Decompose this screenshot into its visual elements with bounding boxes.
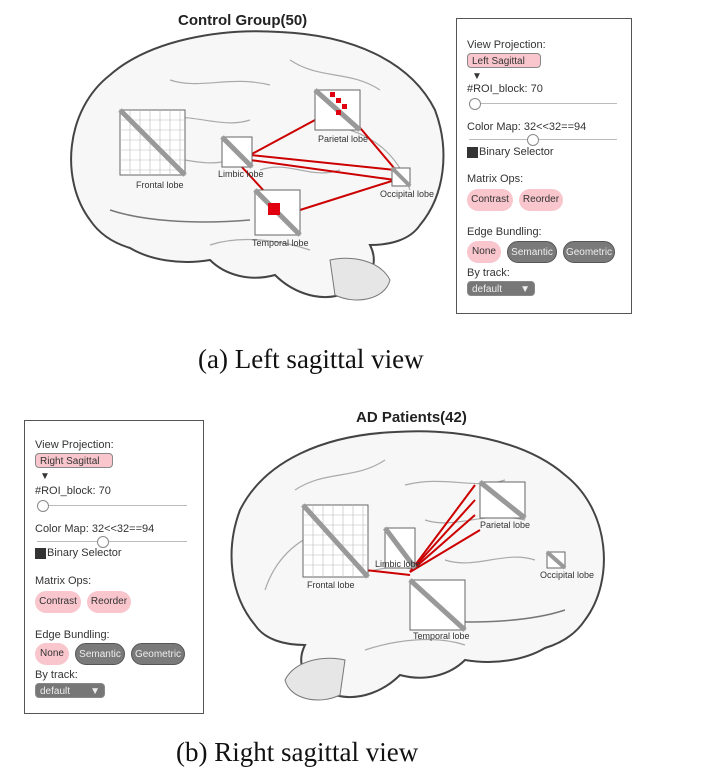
top-occipital-matrix[interactable]: [390, 166, 412, 188]
top-caption: (a) Left sagittal view: [198, 344, 424, 374]
top-geometric-button[interactable]: Geometric: [563, 241, 615, 263]
top-by-track-label: By track:: [467, 267, 510, 279]
top-brain-view: Frontal lobe Limbic lobe Parietal lobe T…: [50, 20, 450, 320]
bottom-semantic-button[interactable]: Semantic: [75, 643, 125, 665]
bottom-by-track-select[interactable]: default ▼: [35, 683, 105, 698]
top-label-temporal: Temporal lobe: [252, 238, 309, 248]
bottom-control-panel: View Projection: Right Sagittal ▼ #ROI_b…: [24, 420, 204, 714]
bottom-color-map-label: Color Map: 32<<32==94: [35, 523, 155, 535]
bottom-by-track-value: default: [40, 686, 71, 697]
top-contrast-button[interactable]: Contrast: [467, 189, 513, 211]
top-color-map-label: Color Map: 32<<32==94: [467, 121, 587, 133]
bottom-label-occipital: Occipital lobe: [540, 570, 594, 580]
chevron-down-icon: ▼: [520, 284, 530, 295]
bottom-limbic-matrix[interactable]: [383, 526, 417, 570]
top-semantic-button[interactable]: Semantic: [507, 241, 557, 263]
top-view-projection-label: View Projection:: [467, 39, 546, 51]
top-roi-block-slider[interactable]: [469, 98, 617, 110]
top-limbic-matrix[interactable]: [220, 135, 254, 169]
chevron-down-icon: ▼: [472, 71, 482, 82]
bottom-reorder-button[interactable]: Reorder: [87, 591, 131, 613]
top-color-map-slider[interactable]: [469, 134, 617, 146]
top-edge-bundling-label: Edge Bundling:: [467, 226, 542, 238]
top-by-track-value: default: [472, 284, 503, 295]
top-roi-block-knob[interactable]: [469, 98, 481, 110]
top-binary-selector-checkbox[interactable]: [467, 147, 478, 158]
bottom-view-projection-label: View Projection:: [35, 439, 114, 451]
top-roi-block-label: #ROI_block: 70: [467, 83, 543, 95]
top-label-parietal: Parietal lobe: [318, 134, 368, 144]
bottom-matrix-ops-label: Matrix Ops:: [35, 575, 92, 587]
bottom-binary-selector-checkbox[interactable]: [35, 548, 46, 559]
bottom-roi-block-label: #ROI_block: 70: [35, 485, 111, 497]
top-color-map-knob[interactable]: [527, 134, 539, 146]
top-reorder-button[interactable]: Reorder: [519, 189, 563, 211]
bottom-label-parietal: Parietal lobe: [480, 520, 530, 530]
top-view-projection-value: Left Sagittal: [472, 56, 525, 67]
bottom-contrast-button[interactable]: Contrast: [35, 591, 81, 613]
bottom-frontal-matrix[interactable]: [301, 503, 370, 579]
bottom-label-temporal: Temporal lobe: [413, 631, 470, 641]
bottom-edge-bundling-label: Edge Bundling:: [35, 629, 110, 641]
bottom-brain-view: Frontal lobe Limbic lobe Parietal lobe T…: [225, 420, 625, 720]
bottom-occipital-matrix[interactable]: [545, 550, 567, 570]
bottom-parietal-matrix[interactable]: [478, 480, 527, 520]
chevron-down-icon: ▼: [40, 471, 50, 482]
top-label-limbic: Limbic lobe: [218, 169, 264, 179]
bottom-view-projection-select[interactable]: Right Sagittal ▼: [35, 453, 113, 482]
bottom-color-map-knob[interactable]: [97, 536, 109, 548]
bottom-roi-block-slider[interactable]: [37, 500, 187, 512]
top-none-button[interactable]: None: [467, 241, 501, 263]
top-control-panel: View Projection: Left Sagittal ▼ #ROI_bl…: [456, 18, 632, 314]
bottom-geometric-button[interactable]: Geometric: [131, 643, 185, 665]
bottom-brain-svg: Frontal lobe Limbic lobe Parietal lobe T…: [230, 430, 605, 701]
bottom-temporal-matrix[interactable]: [408, 578, 467, 632]
top-by-track-select[interactable]: default ▼: [467, 281, 535, 296]
bottom-color-map-slider[interactable]: [37, 536, 187, 548]
bottom-binary-selector-label: Binary Selector: [47, 547, 122, 559]
top-brain-title: Control Group(50): [178, 12, 308, 29]
bottom-label-frontal: Frontal lobe: [307, 580, 355, 590]
top-label-occipital: Occipital lobe: [380, 189, 434, 199]
bottom-by-track-label: By track:: [35, 669, 78, 681]
top-view-projection-select[interactable]: Left Sagittal ▼: [467, 53, 541, 82]
bottom-label-limbic: Limbic lobe: [375, 559, 421, 569]
top-label-frontal: Frontal lobe: [136, 180, 184, 190]
top-binary-selector-label: Binary Selector: [479, 146, 554, 158]
chevron-down-icon: ▼: [90, 686, 100, 697]
bottom-view-projection-value: Right Sagittal: [40, 456, 100, 467]
bottom-none-button[interactable]: None: [35, 643, 69, 665]
top-temporal-matrix[interactable]: [253, 188, 302, 237]
top-brain-svg: Frontal lobe Limbic lobe Parietal lobe T…: [70, 30, 445, 301]
top-frontal-matrix[interactable]: [118, 108, 187, 177]
top-parietal-matrix[interactable]: [313, 88, 362, 132]
bottom-caption: (b) Right sagittal view: [176, 737, 419, 767]
bottom-brain-title: AD Patients(42): [356, 409, 467, 426]
top-matrix-ops-label: Matrix Ops:: [467, 173, 524, 185]
bottom-roi-block-knob[interactable]: [37, 500, 49, 512]
